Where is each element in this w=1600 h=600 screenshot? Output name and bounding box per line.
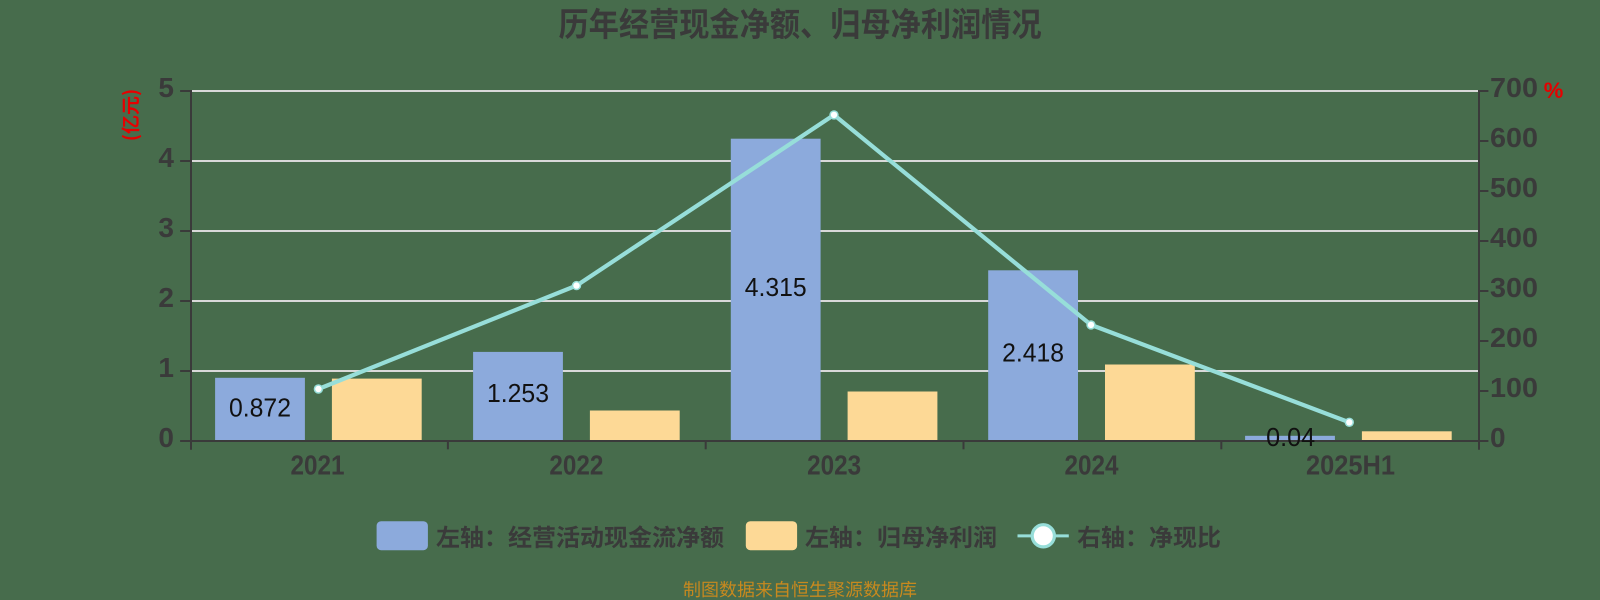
svg-text:2023: 2023	[807, 449, 861, 480]
svg-text:3: 3	[158, 212, 174, 243]
svg-text:0: 0	[1490, 422, 1506, 453]
svg-text:2022: 2022	[549, 449, 603, 480]
svg-text:200: 200	[1490, 322, 1538, 353]
svg-text:4: 4	[158, 142, 174, 173]
svg-text:100: 100	[1490, 372, 1538, 403]
svg-text:1.253: 1.253	[487, 378, 549, 408]
svg-text:2025H1: 2025H1	[1306, 449, 1395, 480]
svg-text:0.872: 0.872	[229, 393, 291, 423]
svg-text:600: 600	[1490, 122, 1538, 153]
svg-text:2024: 2024	[1065, 449, 1119, 480]
svg-text:4.315: 4.315	[745, 272, 807, 302]
svg-text:400: 400	[1490, 222, 1538, 253]
svg-text:%: %	[1544, 78, 1564, 103]
svg-text:2: 2	[158, 282, 174, 313]
svg-text:500: 500	[1490, 172, 1538, 203]
svg-text:700: 700	[1490, 72, 1538, 103]
svg-text:5: 5	[158, 72, 174, 103]
svg-text:300: 300	[1490, 272, 1538, 303]
svg-text:0.04: 0.04	[1266, 422, 1315, 452]
svg-text:1: 1	[158, 352, 174, 383]
svg-text:2.418: 2.418	[1002, 338, 1064, 368]
svg-text:0: 0	[158, 422, 174, 453]
svg-text:2021: 2021	[291, 449, 345, 480]
